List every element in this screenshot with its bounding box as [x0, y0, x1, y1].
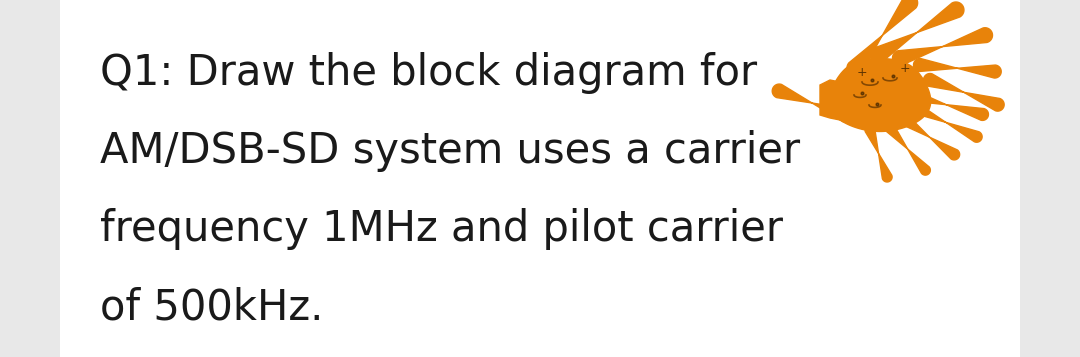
Polygon shape: [892, 28, 993, 65]
Polygon shape: [772, 84, 852, 122]
Bar: [1020, 0, 1080, 357]
Polygon shape: [829, 59, 931, 131]
Polygon shape: [904, 89, 988, 120]
Polygon shape: [820, 80, 845, 120]
Polygon shape: [914, 59, 1001, 78]
Polygon shape: [870, 2, 964, 63]
Text: +: +: [856, 65, 867, 79]
Bar: [0, 0, 60, 357]
Polygon shape: [900, 115, 960, 160]
Text: AM/DSB-SD system uses a carrier: AM/DSB-SD system uses a carrier: [100, 130, 800, 172]
Polygon shape: [847, 0, 918, 76]
Polygon shape: [923, 74, 1004, 111]
Polygon shape: [865, 125, 892, 182]
Text: +: +: [900, 61, 910, 75]
Text: Q1: Draw the block diagram for: Q1: Draw the block diagram for: [100, 52, 757, 94]
Text: frequency 1MHz and pilot carrier: frequency 1MHz and pilot carrier: [100, 208, 783, 250]
Polygon shape: [909, 102, 982, 142]
Polygon shape: [885, 123, 930, 175]
Text: of 500kHz.: of 500kHz.: [100, 286, 323, 328]
